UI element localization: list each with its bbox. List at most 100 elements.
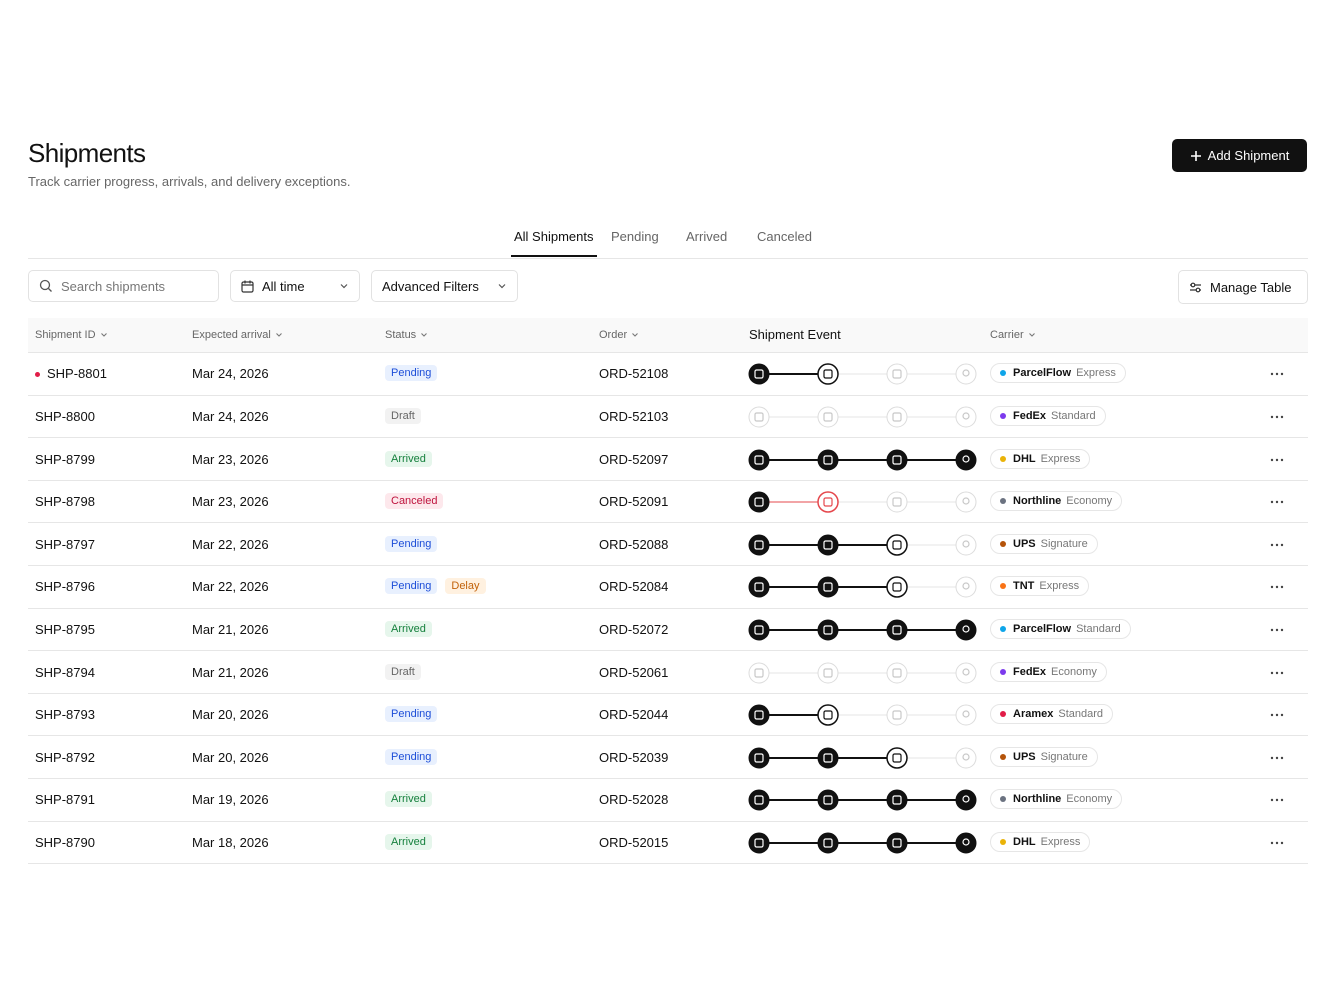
event-glyph bbox=[962, 454, 970, 463]
carrier-dot bbox=[1000, 838, 1006, 845]
event-node bbox=[748, 576, 770, 598]
table-row bbox=[28, 523, 1308, 566]
event-node bbox=[955, 789, 977, 811]
event-glyph bbox=[892, 582, 902, 592]
row-actions[interactable] bbox=[1270, 499, 1284, 505]
dot bbox=[1275, 586, 1279, 589]
dot bbox=[1280, 500, 1284, 504]
event-glyph bbox=[823, 369, 833, 379]
table-row bbox=[28, 822, 1308, 865]
dot bbox=[1275, 841, 1279, 845]
row-actions[interactable] bbox=[1270, 627, 1284, 633]
dot bbox=[1275, 756, 1279, 759]
tab[interactable]: Canceled bbox=[757, 229, 812, 244]
event-node bbox=[955, 619, 977, 641]
row-actions[interactable] bbox=[1270, 371, 1284, 377]
event-node bbox=[748, 662, 770, 683]
carrier-name: UPS bbox=[1013, 750, 1036, 763]
carrier-badge: ParcelFlow Standard bbox=[990, 618, 1131, 639]
date-filter[interactable]: All time bbox=[230, 270, 360, 302]
shipment-id: SHP-8790 bbox=[35, 834, 95, 850]
column-header[interactable]: Expected arrival bbox=[192, 329, 283, 341]
event-node bbox=[748, 832, 770, 854]
dot bbox=[1270, 415, 1274, 419]
event-glyph bbox=[962, 710, 970, 718]
row-actions[interactable] bbox=[1270, 840, 1284, 846]
arrival-date: Mar 23, 2026 bbox=[192, 451, 269, 467]
shipment-event bbox=[748, 662, 977, 683]
column-header[interactable]: Carrier bbox=[990, 329, 1036, 341]
dot bbox=[1275, 373, 1279, 376]
event-node bbox=[817, 534, 839, 556]
event-node bbox=[886, 832, 908, 854]
shape bbox=[632, 333, 639, 337]
dot bbox=[1275, 500, 1279, 504]
status-badge: Arrived bbox=[385, 450, 432, 467]
row-actions[interactable] bbox=[1270, 712, 1284, 718]
order-id: ORD-52103 bbox=[599, 408, 669, 424]
event-glyph bbox=[823, 497, 833, 507]
shape bbox=[100, 333, 107, 337]
column-label: Shipment ID bbox=[35, 329, 96, 341]
event-glyph bbox=[962, 838, 970, 846]
event-node bbox=[748, 704, 770, 726]
column-header[interactable]: Shipment ID bbox=[35, 329, 108, 341]
event-node bbox=[955, 406, 977, 428]
calendar-icon bbox=[241, 280, 254, 293]
event-glyph bbox=[754, 454, 764, 465]
carrier-badge: ParcelFlow Express bbox=[990, 363, 1126, 384]
row-actions[interactable] bbox=[1270, 755, 1284, 761]
event-node bbox=[817, 832, 839, 854]
status-cell: Draft bbox=[385, 663, 429, 680]
row-actions[interactable] bbox=[1270, 584, 1284, 590]
carrier-dot bbox=[1000, 668, 1006, 675]
arrival-date: Mar 23, 2026 bbox=[192, 494, 269, 510]
carrier-dot bbox=[1000, 498, 1006, 505]
add-shipment-button[interactable]: Add Shipment bbox=[1172, 139, 1307, 172]
status-cell: Pending bbox=[385, 748, 445, 765]
carrier-service: Express bbox=[1076, 367, 1116, 380]
event-glyph bbox=[892, 369, 902, 379]
event-node bbox=[886, 449, 908, 470]
event-glyph bbox=[754, 412, 764, 422]
tab[interactable]: All Shipments bbox=[514, 229, 594, 244]
row-actions[interactable] bbox=[1270, 542, 1284, 548]
event-node bbox=[886, 576, 908, 599]
status-cell: Pending bbox=[385, 365, 445, 382]
tab[interactable]: Arrived bbox=[686, 229, 728, 244]
event-glyph bbox=[823, 454, 833, 465]
tab[interactable]: Pending bbox=[611, 229, 659, 244]
event-node bbox=[817, 747, 839, 769]
shipment-id: SHP-8796 bbox=[35, 579, 95, 595]
shipment-event bbox=[748, 576, 977, 599]
arrival-date: Mar 20, 2026 bbox=[192, 707, 269, 723]
shipment-id: SHP-8795 bbox=[35, 621, 95, 637]
event-glyph bbox=[754, 497, 764, 507]
advanced-filters[interactable]: Advanced Filters bbox=[371, 270, 518, 302]
event-node bbox=[955, 576, 977, 598]
carrier-badge: DHL Express bbox=[990, 448, 1091, 469]
row-actions[interactable] bbox=[1270, 797, 1284, 803]
column-label: Order bbox=[599, 329, 628, 341]
column-header[interactable]: Order bbox=[599, 329, 639, 341]
dot bbox=[1280, 458, 1284, 461]
search-input[interactable]: Search shipments bbox=[28, 270, 219, 302]
event-node bbox=[886, 746, 908, 769]
carrier-service: Express bbox=[1039, 580, 1080, 593]
column-header[interactable]: Status bbox=[385, 329, 428, 341]
event-node bbox=[955, 747, 977, 769]
carrier-name: UPS bbox=[1013, 537, 1036, 550]
dot bbox=[1270, 799, 1274, 802]
event-glyph bbox=[962, 369, 970, 377]
event-glyph bbox=[892, 753, 902, 763]
carrier-name: TNT bbox=[1013, 580, 1035, 593]
manage-table-button[interactable]: Manage Table bbox=[1178, 270, 1308, 304]
tab-underline bbox=[511, 255, 597, 257]
carrier-dot bbox=[1000, 370, 1006, 377]
row-actions[interactable] bbox=[1270, 670, 1284, 676]
plus-icon bbox=[1190, 150, 1201, 161]
status-badge: Canceled bbox=[385, 493, 444, 510]
row-actions[interactable] bbox=[1270, 414, 1284, 420]
carrier-name: ParcelFlow bbox=[1013, 367, 1072, 380]
row-actions[interactable] bbox=[1270, 457, 1284, 463]
